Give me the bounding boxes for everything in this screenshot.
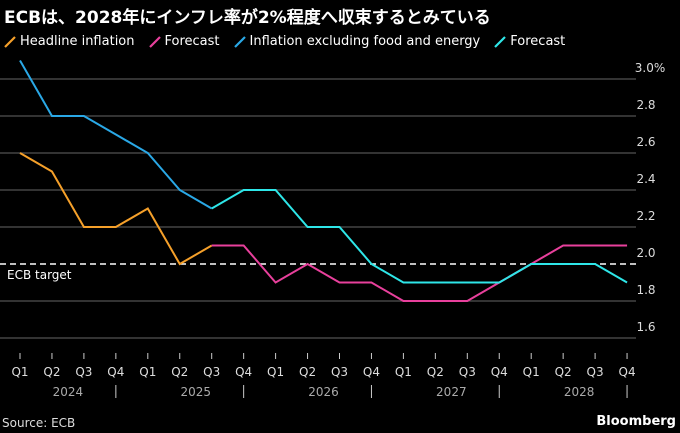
x-tick-label: Q2 [299,365,316,379]
y-tick-label: 2.0 [636,246,655,260]
x-tick-label: Q4 [235,365,252,379]
source-note: Source: ECB [2,416,76,430]
x-tick-label: Q3 [459,365,476,379]
legend-label: Forecast [510,34,566,49]
y-tick-label: 3.0% [635,61,666,75]
legend-item: Forecast [494,34,565,49]
x-tick-label: Q3 [203,365,220,379]
x-tick-label: Q2 [427,365,444,379]
legend-label: Headline inflation [20,34,135,49]
legend-swatch-icon [4,35,16,48]
x-tick-label: Q4 [491,365,508,379]
legend-item: Headline inflation [4,34,135,49]
year-label: 2024 [53,385,84,399]
x-tick-label: Q3 [331,365,348,379]
y-tick-label: 1.6 [636,320,655,334]
year-label: 2025 [180,385,211,399]
x-tick-label: Q1 [523,365,540,379]
x-tick-label: Q3 [75,365,92,379]
chart-title: ECBは、2028年にインフレ率が2%程度へ収束するとみている [4,8,491,28]
y-tick-label: 2.8 [636,98,655,112]
x-tick-label: Q4 [107,365,124,379]
legend: Headline inflation Forecast Inflation excl… [4,34,565,49]
x-tick-label: Q4 [619,365,636,379]
x-tick-label: Q1 [139,365,156,379]
y-tick-label: 2.2 [636,209,655,223]
series-line-0 [19,152,213,266]
legend-item: Inflation excluding food and energy [233,34,481,49]
series-line-3 [211,189,628,284]
x-tick-label: Q2 [43,365,60,379]
series-line-2 [19,60,213,210]
legend-label: Inflation excluding food and energy [249,34,481,49]
x-tick-label: Q2 [555,365,572,379]
year-label: 2028 [564,385,595,399]
year-label: 2026 [308,385,339,399]
legend-item: Forecast [148,34,220,49]
bloomberg-logo: Bloomberg [596,414,676,429]
legend-swatch-icon [494,35,507,48]
x-tick-label: Q1 [11,365,28,379]
x-tick-label: Q2 [171,365,188,379]
y-tick-label: 2.4 [636,172,655,186]
y-tick-label: 2.6 [636,135,655,149]
legend-label: Forecast [164,34,220,49]
legend-swatch-icon [148,35,161,48]
x-tick-label: Q3 [587,365,604,379]
y-tick-label: 1.8 [636,283,655,297]
ecb-target-label: ECB target [7,268,72,282]
year-label: 2027 [436,385,467,399]
x-tick-label: Q4 [363,365,380,379]
series-line-1 [211,244,628,302]
legend-swatch-icon [233,35,246,48]
x-tick-label: Q1 [267,365,284,379]
x-tick-label: Q1 [395,365,412,379]
